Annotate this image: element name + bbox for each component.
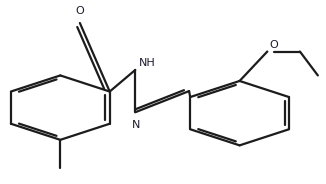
Text: NH: NH: [139, 58, 155, 68]
Text: N: N: [132, 120, 141, 130]
Text: O: O: [269, 40, 278, 50]
Text: O: O: [76, 6, 84, 16]
